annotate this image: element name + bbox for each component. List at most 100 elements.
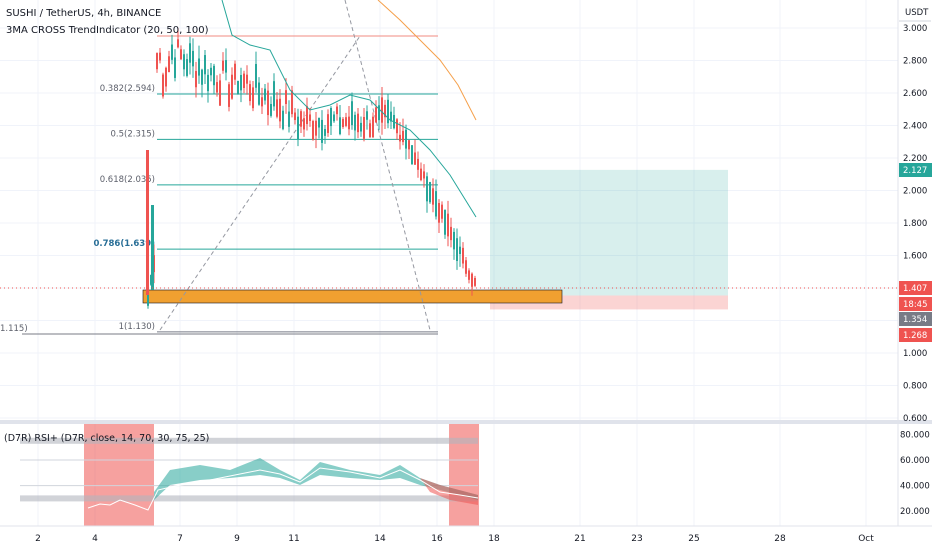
- candle-body: [249, 84, 251, 102]
- candle-body: [279, 98, 281, 122]
- candle-body: [165, 67, 167, 87]
- candle-body: [285, 90, 287, 105]
- candle-body: [189, 43, 191, 63]
- candle-body: [246, 74, 248, 84]
- candle-body: [261, 97, 263, 107]
- price-tick-label: 1.600: [903, 252, 927, 262]
- candle-body: [411, 145, 413, 165]
- candle-body: [465, 260, 467, 274]
- price-badge-label: 1.354: [903, 315, 927, 325]
- candle-body: [450, 226, 452, 241]
- price-badge: [899, 297, 932, 311]
- price-badge-label: 2.127: [903, 166, 927, 176]
- candle-body: [294, 112, 296, 121]
- candle-body: [312, 121, 314, 140]
- fib-level-label: 0.618(2.035): [100, 175, 155, 185]
- candle-body: [447, 213, 449, 237]
- position-tool[interactable]: [142, 169, 728, 310]
- candle-body: [339, 117, 341, 135]
- rsi-bear-area: [420, 478, 478, 505]
- candle-body: [315, 120, 317, 136]
- candle-body: [222, 60, 224, 71]
- time-tick-label: 2: [35, 534, 41, 544]
- time-tick-label: 9: [234, 534, 240, 544]
- candle-body: [408, 140, 410, 150]
- candle-body: [303, 118, 305, 130]
- candle-body: [156, 53, 158, 70]
- price-tick-label: 2.800: [903, 57, 927, 67]
- candle-body: [321, 119, 323, 143]
- pane-separator[interactable]: [0, 420, 932, 424]
- rsi-bull-area: [154, 458, 478, 500]
- fib-level-label: 1(1.130): [119, 322, 155, 332]
- candle-body: [309, 114, 311, 121]
- time-tick-label: 14: [374, 534, 386, 544]
- time-axis[interactable]: [0, 526, 932, 550]
- price-tick-label: 2.200: [903, 154, 927, 164]
- time-tick-label: 18: [488, 534, 500, 544]
- candle-body: [171, 44, 173, 60]
- candlestick-series: [146, 27, 476, 309]
- candle-body: [366, 111, 368, 120]
- candle-body: [243, 73, 245, 89]
- candle-body: [456, 238, 458, 262]
- fib-level-label: 0.786(1.639): [93, 239, 155, 249]
- candle-body: [438, 203, 440, 223]
- candle-body: [384, 104, 386, 118]
- candle-body: [174, 57, 176, 78]
- candle-body: [453, 231, 455, 250]
- candle-body: [255, 63, 257, 88]
- price-badge: [899, 312, 932, 326]
- price-badge: [899, 328, 932, 342]
- candle-body: [390, 111, 392, 122]
- time-tick-label: 11: [288, 534, 299, 544]
- candle-body: [159, 52, 161, 61]
- candle-body: [210, 67, 212, 76]
- candle-body: [471, 273, 473, 287]
- rsi-tick-label: 80.000: [900, 430, 930, 440]
- price-tick-label: 0.600: [903, 414, 927, 424]
- candle-body: [474, 277, 476, 286]
- price-tick-label: 1.800: [903, 219, 927, 229]
- candle-body: [369, 123, 371, 138]
- candle-body: [177, 39, 179, 48]
- price-badge: [899, 281, 932, 295]
- candle-body: [151, 205, 154, 290]
- candle-body: [342, 118, 344, 127]
- fib-trend-line: [159, 35, 361, 331]
- price-badges: 2.127 1.407 18:45 1.354 1.268: [899, 163, 932, 342]
- candle-body: [432, 188, 434, 205]
- candle-body: [345, 117, 347, 126]
- support-zone: [142, 289, 563, 304]
- rsi-title[interactable]: (D7R) RSI+ (D7R, close, 14, 70, 30, 75, …: [4, 433, 209, 444]
- fib-level-label: 0.382(2.594): [100, 84, 155, 94]
- candle-body: [264, 88, 266, 101]
- profit-zone: [490, 169, 728, 296]
- candle-body: [354, 114, 356, 131]
- candle-body: [240, 74, 242, 91]
- slow-ma-line: [377, 0, 477, 121]
- candle-body: [435, 191, 437, 217]
- price-axis[interactable]: [898, 0, 932, 420]
- price-tick-label: 2.600: [903, 89, 927, 99]
- price-badge-label: 1.407: [903, 284, 927, 294]
- time-tick-label: Oct: [858, 534, 874, 544]
- candle-body: [204, 55, 206, 75]
- rsi-band-upper: [20, 437, 478, 444]
- indicator-title[interactable]: 3MA CROSS TrendIndicator (20, 50, 100): [6, 25, 209, 36]
- time-tick-label: 23: [631, 534, 642, 544]
- candle-body: [381, 97, 383, 123]
- candle-body: [192, 50, 194, 67]
- candle-body: [195, 71, 197, 88]
- price-badge-label: 1.268: [903, 331, 927, 341]
- candle-body: [324, 129, 326, 136]
- candle-body: [216, 82, 218, 93]
- candle-body: [231, 74, 233, 99]
- candle-body: [429, 182, 431, 203]
- candle-body: [426, 176, 428, 202]
- rsi-line: [87, 467, 479, 511]
- candle-body: [444, 209, 446, 235]
- candle-body: [441, 204, 443, 219]
- candle-body: [282, 110, 284, 130]
